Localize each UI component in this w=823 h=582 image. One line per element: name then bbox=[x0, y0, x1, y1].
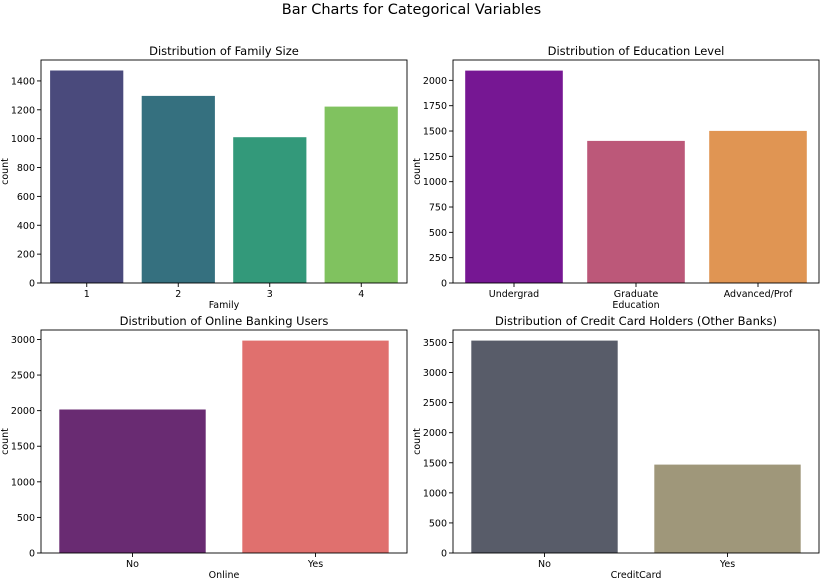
chart-panel-1: 0 200 400 600 800 1000 1200 1400 1 2 3 4 Distributio… bbox=[0, 44, 408, 311]
y-tick-label: 1000 bbox=[11, 134, 35, 145]
y-tick-label: 1500 bbox=[423, 127, 447, 138]
y-tick-label: 500 bbox=[429, 518, 447, 529]
y-tick-label: 1750 bbox=[423, 101, 447, 112]
chart-title: Distribution of Family Size bbox=[149, 44, 299, 58]
chart-panel-4: 0 500 1000 1500 2000 2500 3000 3500 No Yes Distrib… bbox=[412, 314, 820, 581]
chart-title: Distribution of Credit Card Holders (Oth… bbox=[495, 314, 777, 328]
y-tick-label: 250 bbox=[429, 253, 447, 264]
y-tick-label: 1000 bbox=[11, 477, 35, 488]
x-axis-label: Online bbox=[209, 570, 240, 581]
y-tick-label: 0 bbox=[29, 279, 35, 290]
y-tick-label: 2000 bbox=[423, 76, 447, 87]
x-tick-label: Undergrad bbox=[489, 289, 539, 300]
bar-yes bbox=[242, 340, 389, 553]
y-tick-label: 500 bbox=[17, 513, 35, 524]
y-axis-label: count bbox=[0, 158, 11, 185]
x-tick-label: Advanced/Prof bbox=[724, 289, 793, 300]
y-tick-label: 2000 bbox=[423, 428, 447, 439]
y-tick-label: 1000 bbox=[423, 488, 447, 499]
y-axis-label: count bbox=[412, 428, 423, 455]
chart-title: Distribution of Education Level bbox=[548, 44, 725, 58]
x-tick-label: No bbox=[126, 559, 139, 570]
y-tick-label: 2500 bbox=[423, 398, 447, 409]
x-tick-label: 1 bbox=[84, 289, 90, 300]
y-tick-label: 3500 bbox=[423, 338, 447, 349]
chart-panel-3: 0 500 1000 1500 2000 2500 3000 No Yes Distributio… bbox=[0, 314, 408, 581]
x-axis-label: CreditCard bbox=[611, 570, 662, 581]
bar-undergrad bbox=[465, 70, 563, 283]
y-tick-label: 1500 bbox=[11, 442, 35, 453]
x-axis-label: Family bbox=[209, 300, 240, 311]
x-tick-label: Graduate bbox=[614, 289, 659, 300]
axes-frame bbox=[40, 59, 408, 284]
y-tick-label: 2500 bbox=[11, 371, 35, 382]
bar-2 bbox=[141, 95, 215, 284]
y-tick-label: 200 bbox=[17, 250, 35, 261]
bar-advanced-prof bbox=[709, 130, 807, 283]
y-tick-label: 1200 bbox=[11, 105, 35, 116]
y-tick-label: 800 bbox=[17, 163, 35, 174]
x-tick-label: No bbox=[538, 559, 551, 570]
x-axis-label: Education bbox=[612, 300, 659, 311]
chart-panel-2: 0 250 500 750 1000 1250 1500 1750 2000 Undergrad G… bbox=[412, 44, 820, 311]
axes-frame bbox=[452, 329, 820, 554]
y-tick-label: 600 bbox=[17, 192, 35, 203]
y-tick-label: 1500 bbox=[423, 458, 447, 469]
y-axis-label: count bbox=[412, 158, 423, 185]
x-tick-label: Yes bbox=[307, 559, 323, 570]
y-tick-label: 400 bbox=[17, 221, 35, 232]
bar-4 bbox=[324, 106, 398, 283]
y-axis-label: count bbox=[0, 428, 11, 455]
figure-title: Bar Charts for Categorical Variables bbox=[281, 2, 542, 18]
x-tick-label: 3 bbox=[267, 289, 273, 300]
x-tick-label: 4 bbox=[358, 289, 364, 300]
y-tick-label: 3000 bbox=[11, 335, 35, 346]
bar-no bbox=[59, 409, 206, 553]
bar-no bbox=[471, 340, 618, 553]
bar-yes bbox=[654, 464, 801, 553]
y-tick-label: 3000 bbox=[423, 368, 447, 379]
y-tick-label: 1000 bbox=[423, 177, 447, 188]
y-tick-label: 0 bbox=[441, 279, 447, 290]
bar-3 bbox=[233, 137, 307, 283]
x-tick-label: 2 bbox=[175, 289, 181, 300]
y-tick-label: 500 bbox=[429, 228, 447, 239]
bar-1 bbox=[50, 70, 124, 283]
y-tick-label: 0 bbox=[441, 549, 447, 560]
x-tick-label: Yes bbox=[719, 559, 735, 570]
chart-title: Distribution of Online Banking Users bbox=[120, 314, 329, 328]
axes-frame bbox=[40, 329, 408, 554]
y-tick-label: 1400 bbox=[11, 76, 35, 87]
bar-graduate bbox=[587, 140, 685, 283]
y-tick-label: 2000 bbox=[11, 406, 35, 417]
y-tick-label: 750 bbox=[429, 203, 447, 214]
y-tick-label: 1250 bbox=[423, 152, 447, 163]
y-tick-label: 0 bbox=[29, 549, 35, 560]
